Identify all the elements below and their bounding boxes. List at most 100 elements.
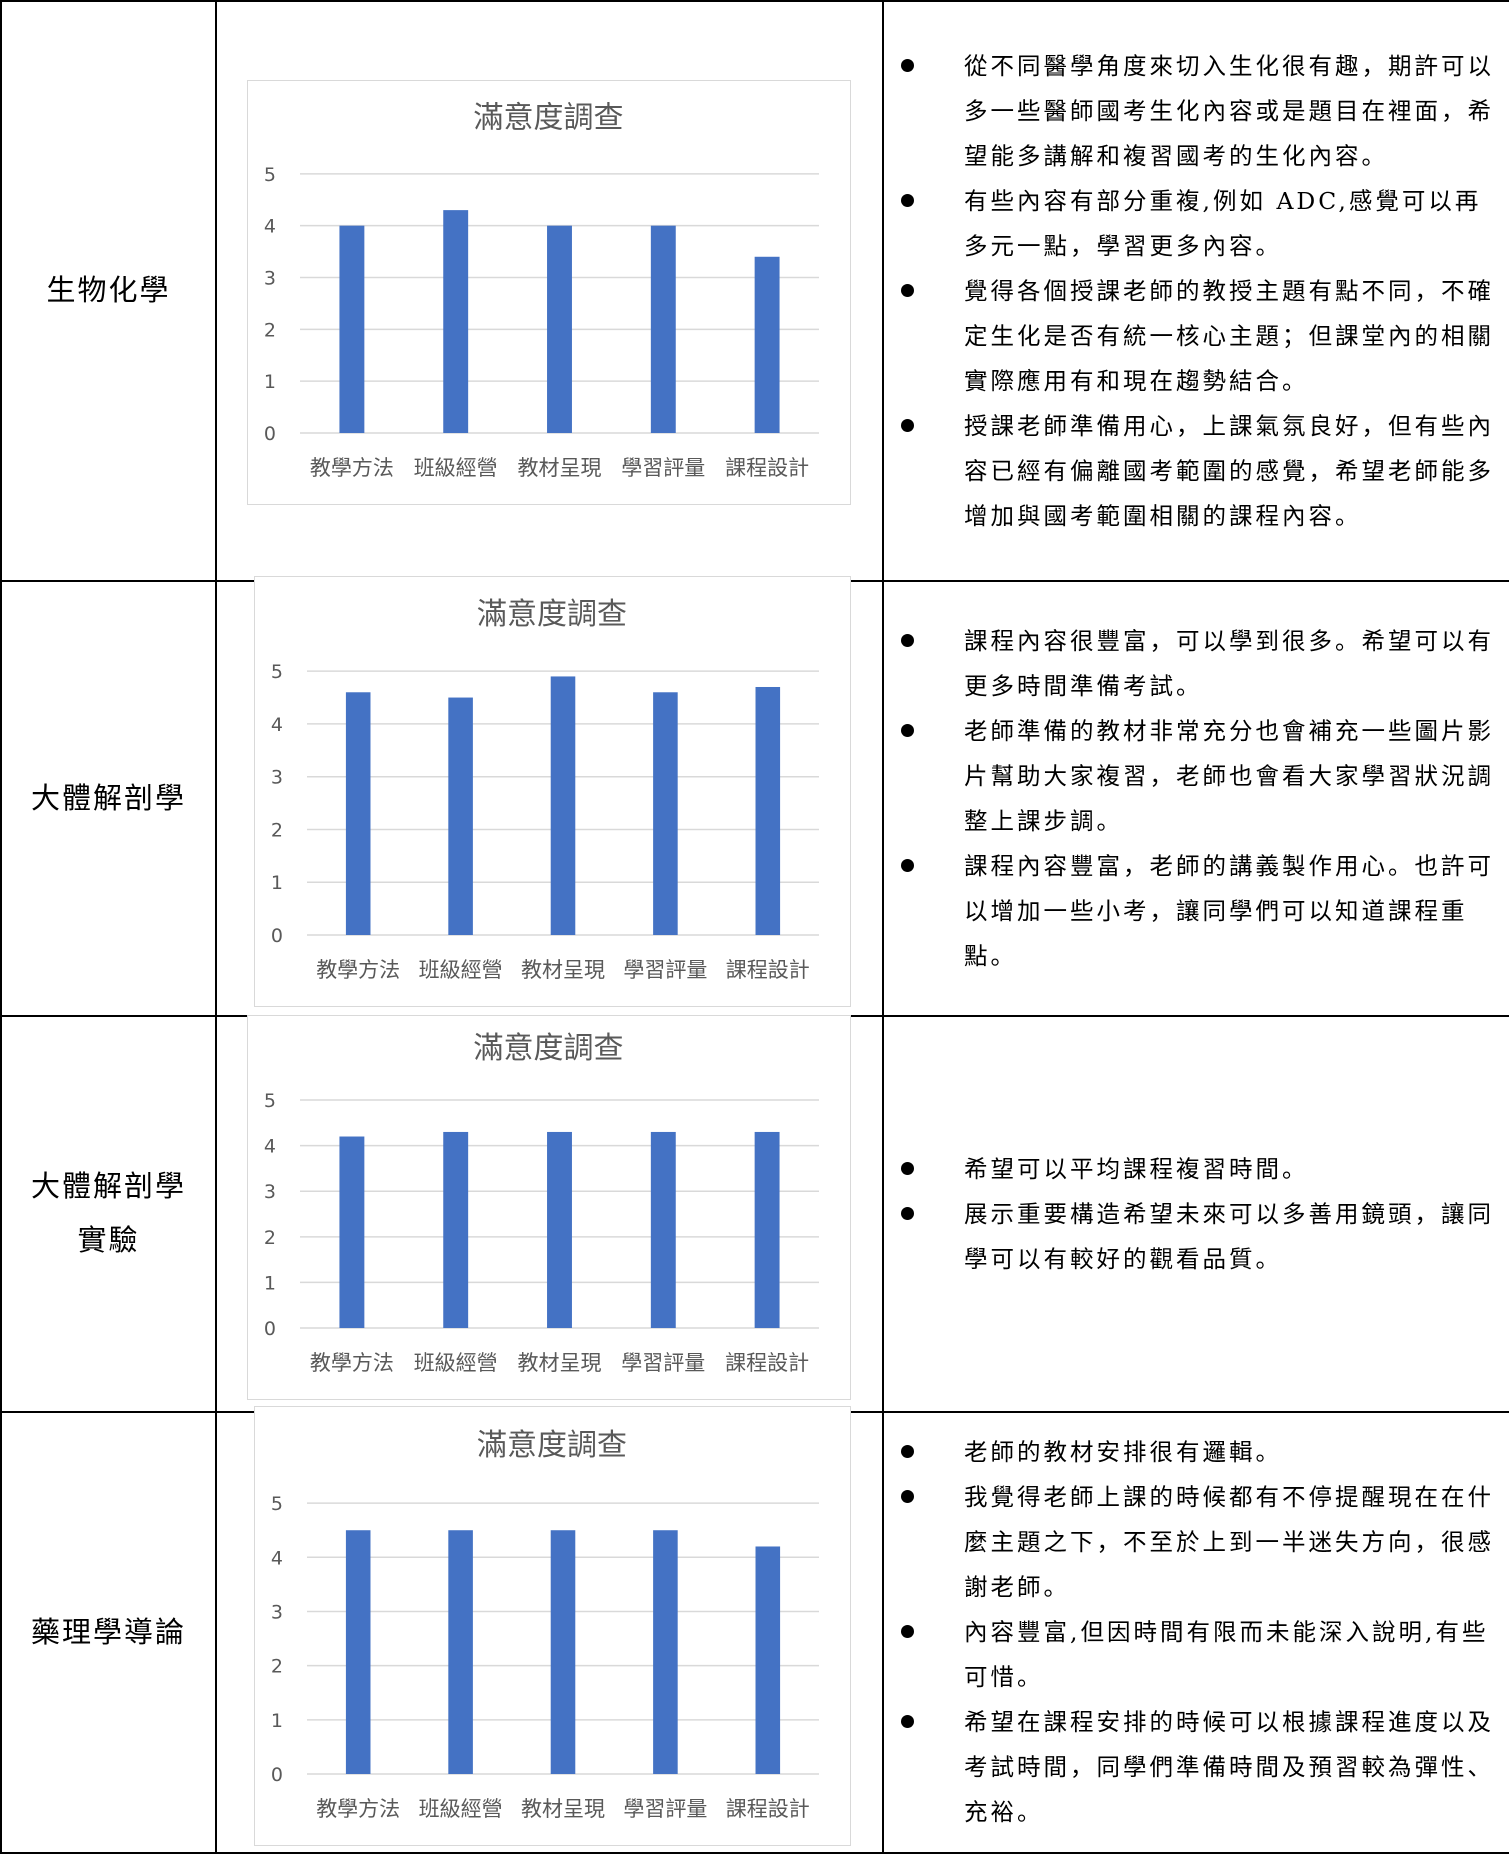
bar — [755, 1546, 781, 1774]
bar — [339, 225, 365, 433]
bar — [443, 1131, 469, 1328]
course-name-line: 大體解剖學 — [30, 1169, 186, 1204]
y-tick-label: 5 — [264, 164, 276, 186]
y-tick-label: 5 — [264, 1090, 276, 1112]
satisfaction-chart: 滿意度調查 0 1 2 3 4 5 教學方法 班級經營 教材呈現 學習評量 課程設計 — [264, 1031, 819, 1375]
bar — [547, 1131, 572, 1328]
x-tick-label: 班級經營 — [414, 456, 498, 480]
bar — [653, 1530, 678, 1774]
satisfaction-chart-frame: 滿意度調查 0 1 2 3 4 5 教學方法 班級經營 教材呈現 學習評量 課程設計 — [254, 576, 851, 1007]
y-tick-label: 3 — [264, 268, 276, 290]
x-tick-label: 教學方法 — [310, 1351, 394, 1375]
x-tick-label: 教材呈現 — [521, 958, 605, 982]
x-tick-label: 教材呈現 — [518, 456, 602, 480]
bar — [653, 692, 678, 935]
y-tick-label: 1 — [264, 1272, 276, 1294]
course-name-line: 大體解剖學 — [30, 780, 186, 815]
course-name-line: 實驗 — [77, 1223, 140, 1257]
x-tick-label: 教材呈現 — [518, 1351, 602, 1375]
x-tick-label: 學習評量 — [621, 1351, 705, 1375]
comment-list: 老師的教材安排很有邏輯。 我覺得老師上課的時候都有不停提醒現在在什麼主題之下，不… — [884, 1430, 1509, 1835]
table-row: 大體解剖學 滿意度調查 0 1 2 3 4 5 教學方法 班級經營 教材呈現 學習評量 課程設計 課程… — [0, 576, 1509, 1017]
x-tick-label: 班級經營 — [414, 1351, 498, 1375]
table-row: 大體解剖學 實驗 滿意度調查 0 1 2 3 4 5 教學方法 班級經營 教材呈現 學習評量 課程設計… — [0, 1015, 1509, 1413]
bar — [650, 225, 676, 433]
table-row: 生物化學 滿意度調查 0 1 2 3 4 5 教學方法 班級經營 教材呈現 學習評量 課程設計 從不同… — [0, 0, 1509, 582]
comment-item: 授課老師準備用心，上課氣氛良好，但有些內容已經有偏離國考範圍的感覺，希望老師能多… — [884, 404, 1509, 539]
x-tick-label: 教學方法 — [316, 1797, 400, 1821]
bar — [547, 225, 572, 433]
comments-cell: 希望可以平均課程複習時間。 展示重要構造希望未來可以多善用鏡頭，讓同學可以有較好… — [882, 1015, 1509, 1413]
comment-item: 我覺得老師上課的時候都有不停提醒現在在什麼主題之下，不至於上到一半迷失方向，很感… — [884, 1475, 1509, 1610]
y-tick-label: 2 — [264, 319, 276, 341]
bar — [443, 210, 469, 433]
y-tick-label: 1 — [271, 872, 283, 894]
y-tick-label: 1 — [264, 371, 276, 393]
satisfaction-chart: 滿意度調查 0 1 2 3 4 5 教學方法 班級經營 教材呈現 學習評量 課程設計 — [271, 1428, 819, 1821]
y-tick-label: 4 — [271, 1547, 283, 1569]
x-tick-label: 課程設計 — [726, 1797, 810, 1821]
satisfaction-chart: 滿意度調查 0 1 2 3 4 5 教學方法 班級經營 教材呈現 學習評量 課程設計 — [271, 597, 819, 982]
comment-item: 課程內容豐富，老師的講義製作用心。也許可以增加一些小考，讓同學們可以知道課程重點… — [884, 844, 1509, 979]
y-tick-label: 4 — [271, 714, 283, 736]
comments-cell: 老師的教材安排很有邏輯。 我覺得老師上課的時候都有不停提醒現在在什麼主題之下，不… — [882, 1411, 1509, 1854]
chart-cell: 滿意度調查 0 1 2 3 4 5 教學方法 班級經營 教材呈現 學習評量 課程設計 — [215, 576, 884, 1017]
comments-cell: 課程內容很豐富，可以學到很多。希望可以有更多時間準備考試。 老師準備的教材非常充… — [882, 580, 1509, 1017]
course-name-line: 藥理學導論 — [30, 1614, 186, 1649]
y-tick-label: 3 — [271, 767, 283, 789]
y-tick-label: 2 — [271, 819, 283, 841]
bar — [755, 686, 781, 935]
bar — [345, 1530, 371, 1774]
comment-list: 希望可以平均課程複習時間。 展示重要構造希望未來可以多善用鏡頭，讓同學可以有較好… — [884, 1147, 1509, 1282]
comment-item: 老師準備的教材非常充分也會補充一些圖片影片幫助大家複習，老師也會看大家學習狀況調… — [884, 709, 1509, 844]
y-tick-label: 5 — [271, 661, 283, 683]
table-row: 藥理學導論 滿意度調查 0 1 2 3 4 5 教學方法 班級經營 教材呈現 學習評量 課程設計 老師… — [0, 1406, 1509, 1854]
y-tick-label: 2 — [264, 1227, 276, 1249]
satisfaction-chart-frame: 滿意度調查 0 1 2 3 4 5 教學方法 班級經營 教材呈現 學習評量 課程設計 — [254, 1406, 851, 1846]
course-name-cell: 大體解剖學 — [0, 580, 217, 1017]
course-name-cell: 大體解剖學 實驗 — [0, 1015, 217, 1413]
x-tick-label: 教學方法 — [316, 958, 400, 982]
y-tick-label: 3 — [271, 1601, 283, 1623]
chart-cell: 滿意度調查 0 1 2 3 4 5 教學方法 班級經營 教材呈現 學習評量 課程設計 — [215, 1015, 884, 1413]
x-tick-label: 課程設計 — [725, 1351, 809, 1375]
comment-item: 從不同醫學角度來切入生化很有趣，期許可以多一些醫師國考生化內容或是題目在裡面，希… — [884, 44, 1509, 179]
x-tick-label: 班級經營 — [419, 1797, 503, 1821]
bar — [448, 1530, 473, 1774]
chart-title: 滿意度調查 — [477, 597, 627, 632]
bar — [550, 1530, 576, 1774]
x-tick-label: 學習評量 — [621, 456, 705, 480]
x-tick-label: 教材呈現 — [521, 1797, 605, 1821]
x-tick-label: 教學方法 — [310, 456, 394, 480]
course-name-line: 生物化學 — [46, 273, 171, 308]
y-tick-label: 0 — [264, 1318, 276, 1340]
comment-item: 展示重要構造希望未來可以多善用鏡頭，讓同學可以有較好的觀看品質。 — [884, 1192, 1509, 1282]
comment-item: 希望可以平均課程複習時間。 — [884, 1147, 1509, 1192]
comments-cell: 從不同醫學角度來切入生化很有趣，期許可以多一些醫師國考生化內容或是題目在裡面，希… — [882, 0, 1509, 582]
chart-cell: 滿意度調查 0 1 2 3 4 5 教學方法 班級經營 教材呈現 學習評量 課程設計 — [215, 0, 884, 582]
comment-item: 老師的教材安排很有邏輯。 — [884, 1430, 1509, 1475]
course-name-cell: 生物化學 — [0, 0, 217, 582]
comment-item: 希望在課程安排的時候可以根據課程進度以及考試時間，同學們準備時間及預習較為彈性、… — [884, 1700, 1509, 1835]
bar — [550, 676, 576, 935]
chart-title: 滿意度調查 — [477, 1428, 627, 1463]
x-tick-label: 學習評量 — [623, 1797, 707, 1821]
chart-title: 滿意度調查 — [474, 1031, 624, 1066]
bar — [448, 697, 473, 935]
x-tick-label: 課程設計 — [725, 456, 809, 480]
chart-title: 滿意度調查 — [474, 100, 624, 135]
bar — [345, 692, 371, 935]
x-tick-label: 學習評量 — [623, 958, 707, 982]
y-tick-label: 5 — [271, 1493, 283, 1515]
y-tick-label: 4 — [264, 216, 276, 238]
satisfaction-chart: 滿意度調查 0 1 2 3 4 5 教學方法 班級經營 教材呈現 學習評量 課程設計 — [264, 100, 819, 480]
comment-item: 覺得各個授課老師的教授主題有點不同，不確定生化是否有統一核心主題；但課堂內的相關… — [884, 269, 1509, 404]
course-name-cell: 藥理學導論 — [0, 1411, 217, 1854]
comment-item: 課程內容很豐富，可以學到很多。希望可以有更多時間準備考試。 — [884, 619, 1509, 709]
comment-item: 有些內容有部分重複,例如 ADC,感覺可以再多元一點，學習更多內容。 — [884, 179, 1509, 269]
comment-list: 課程內容很豐富，可以學到很多。希望可以有更多時間準備考試。 老師準備的教材非常充… — [884, 619, 1509, 979]
bar — [650, 1131, 676, 1328]
y-tick-label: 4 — [264, 1136, 276, 1158]
bar — [754, 256, 780, 433]
